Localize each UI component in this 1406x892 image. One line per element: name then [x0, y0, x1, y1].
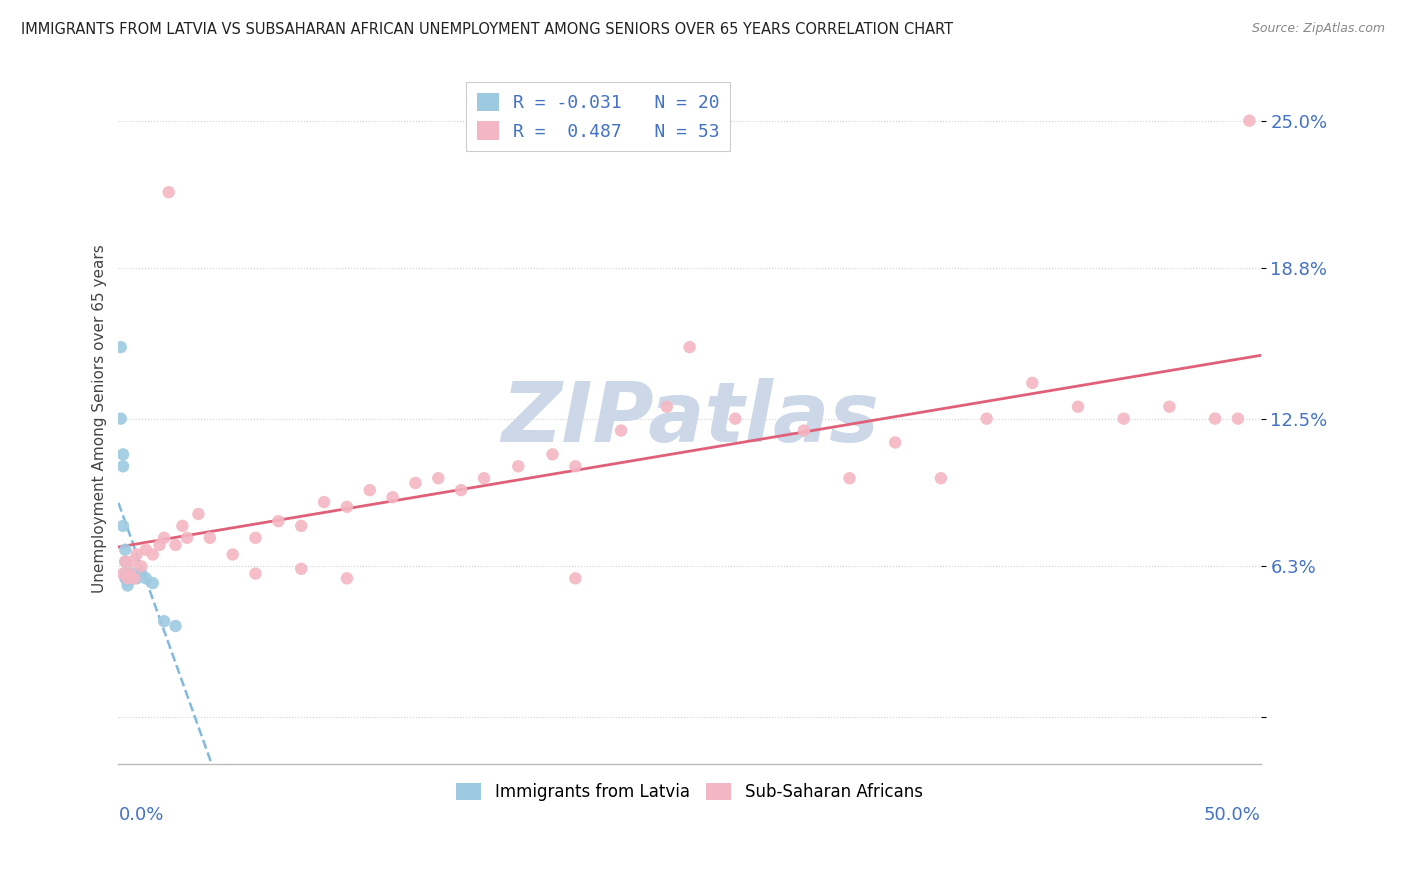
Point [472, 471, 495, 485]
Point [121, 555, 143, 569]
Point [221, 548, 243, 562]
Point [114, 542, 136, 557]
Point [142, 548, 165, 562]
Point [1226, 411, 1249, 425]
Point [153, 614, 176, 628]
Point [290, 519, 312, 533]
Point [110, 411, 132, 425]
Point [404, 475, 426, 490]
Point [111, 566, 134, 581]
Text: 0.0%: 0.0% [118, 805, 165, 823]
Point [1021, 376, 1043, 390]
Point [427, 471, 450, 485]
Point [245, 531, 267, 545]
Point [336, 571, 359, 585]
Point [245, 566, 267, 581]
Point [135, 542, 157, 557]
Point [724, 411, 747, 425]
Point [381, 490, 404, 504]
Legend: R = -0.031   N = 20, R =  0.487   N = 53: R = -0.031 N = 20, R = 0.487 N = 53 [465, 82, 730, 152]
Point [655, 400, 678, 414]
Point [176, 531, 198, 545]
Point [1204, 411, 1226, 425]
Text: ZIPatlas: ZIPatlas [501, 378, 879, 459]
Point [450, 483, 472, 497]
Point [1067, 400, 1090, 414]
Text: Source: ZipAtlas.com: Source: ZipAtlas.com [1251, 22, 1385, 36]
Point [114, 566, 136, 581]
Point [157, 185, 180, 199]
Point [838, 471, 860, 485]
Point [508, 459, 530, 474]
Point [129, 559, 152, 574]
Point [125, 571, 148, 585]
Point [336, 500, 359, 514]
Point [121, 571, 143, 585]
Point [117, 574, 139, 588]
Point [117, 571, 139, 585]
Point [142, 576, 165, 591]
Point [359, 483, 381, 497]
Text: IMMIGRANTS FROM LATVIA VS SUBSAHARAN AFRICAN UNEMPLOYMENT AMONG SENIORS OVER 65 : IMMIGRANTS FROM LATVIA VS SUBSAHARAN AFR… [21, 22, 953, 37]
Point [1159, 400, 1181, 414]
Point [111, 519, 134, 533]
Point [172, 519, 194, 533]
Point [541, 447, 564, 461]
Point [153, 531, 176, 545]
Point [267, 514, 290, 528]
Point [117, 578, 139, 592]
Point [114, 571, 136, 585]
Point [678, 340, 700, 354]
Point [793, 424, 815, 438]
Point [124, 566, 146, 581]
Point [125, 548, 148, 562]
Point [165, 619, 187, 633]
Point [1112, 411, 1135, 425]
Point [129, 566, 152, 581]
Point [610, 424, 633, 438]
Point [1239, 113, 1261, 128]
Point [976, 411, 998, 425]
Point [111, 459, 134, 474]
Point [290, 562, 312, 576]
Point [929, 471, 952, 485]
Point [118, 566, 141, 581]
Point [165, 538, 187, 552]
Point [564, 571, 586, 585]
Point [312, 495, 335, 509]
Text: 50.0%: 50.0% [1204, 805, 1261, 823]
Point [110, 340, 132, 354]
Point [118, 566, 141, 581]
Y-axis label: Unemployment Among Seniors over 65 years: Unemployment Among Seniors over 65 years [93, 244, 107, 593]
Point [124, 571, 146, 585]
Point [135, 571, 157, 585]
Point [114, 555, 136, 569]
Point [187, 507, 209, 521]
Point [884, 435, 907, 450]
Point [198, 531, 221, 545]
Point [148, 538, 170, 552]
Point [114, 555, 136, 569]
Point [111, 447, 134, 461]
Point [564, 459, 586, 474]
